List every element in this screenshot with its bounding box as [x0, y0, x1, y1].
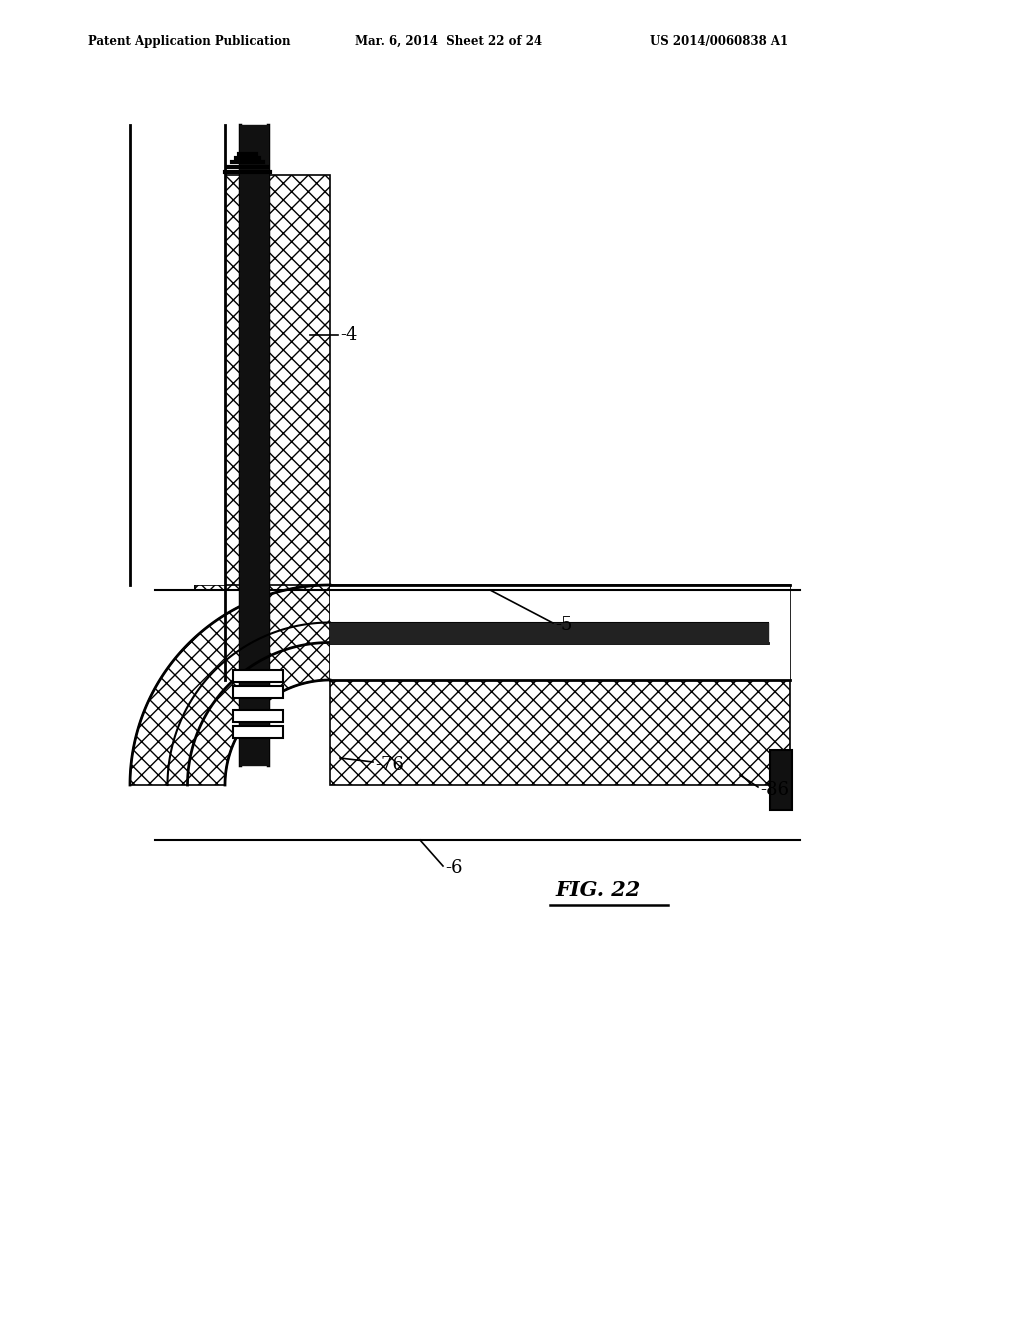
Bar — [330, 585, 790, 785]
Bar — [195, 585, 330, 590]
Text: -4: -4 — [340, 326, 357, 345]
Bar — [233, 671, 283, 682]
Text: -5: -5 — [555, 616, 572, 634]
Bar — [770, 750, 792, 810]
Polygon shape — [130, 585, 330, 785]
Bar — [130, 125, 225, 585]
Text: -86: -86 — [760, 781, 790, 799]
Text: FIG. 22: FIG. 22 — [555, 880, 640, 900]
Bar — [195, 176, 330, 590]
Text: Mar. 6, 2014  Sheet 22 of 24: Mar. 6, 2014 Sheet 22 of 24 — [355, 36, 542, 48]
Bar — [233, 726, 283, 738]
Bar — [330, 585, 790, 680]
Bar — [233, 710, 283, 722]
Bar — [233, 686, 283, 698]
Text: -76: -76 — [375, 756, 403, 774]
Text: Patent Application Publication: Patent Application Publication — [88, 36, 291, 48]
Text: US 2014/0060838 A1: US 2014/0060838 A1 — [650, 36, 788, 48]
Text: -6: -6 — [445, 859, 463, 876]
